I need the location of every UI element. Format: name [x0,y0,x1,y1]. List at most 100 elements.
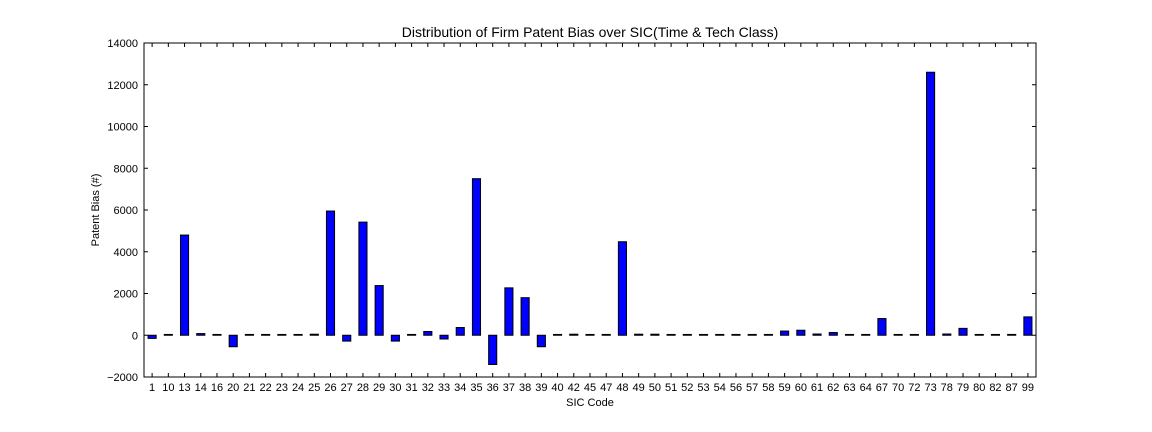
x-tick-label: 25 [308,382,320,394]
bar-sic-58 [764,334,772,335]
x-tick-label: 40 [551,382,563,394]
bar-sic-51 [667,334,675,335]
x-tick-label: 87 [1006,382,1018,394]
bar-sic-70 [894,334,902,335]
bar-sic-80 [975,334,983,335]
bar-sic-72 [910,334,918,335]
bar-sic-56 [732,334,740,335]
bar-sic-13 [180,235,188,335]
bar-sic-23 [278,334,286,335]
x-tick-label: 13 [178,382,190,394]
x-tick-label: 82 [989,382,1001,394]
bar-sic-57 [748,334,756,335]
bar-sic-42 [570,334,578,335]
bar-sic-62 [829,333,837,336]
x-tick-label: 21 [243,382,255,394]
bar-sic-31 [408,334,416,335]
bar-sic-54 [716,334,724,335]
x-tick-label: 28 [357,382,369,394]
x-tick-label: 33 [438,382,450,394]
bar-sic-49 [635,334,643,335]
bar-sic-33 [440,335,448,339]
y-tick-label: 6000 [114,205,138,217]
bar-sic-39 [537,335,545,346]
x-tick-label: 54 [714,382,726,394]
bar-sic-21 [245,334,253,335]
plot-frame [144,43,1036,377]
x-tick-label: 99 [1022,382,1034,394]
x-tick-label: 64 [860,382,872,394]
x-tick-label: 53 [697,382,709,394]
bar-sic-64 [862,334,870,335]
y-axis-label: Patent Bias (#) [90,174,102,247]
x-tick-label: 34 [454,382,466,394]
bar-sic-78 [943,334,951,335]
x-tick-label: 45 [584,382,596,394]
x-tick-label: 80 [973,382,985,394]
x-tick-label: 56 [730,382,742,394]
bar-sic-99 [1024,317,1032,335]
x-tick-label: 27 [341,382,353,394]
x-tick-label: 63 [843,382,855,394]
x-tick-label: 16 [211,382,223,394]
bar-sic-34 [456,328,464,336]
bar-sic-20 [229,335,237,346]
x-tick-label: 14 [195,382,207,394]
x-tick-label: 62 [827,382,839,394]
bar-sic-35 [472,179,480,336]
x-tick-label: 52 [681,382,693,394]
bar-sic-29 [375,286,383,336]
bar-sic-60 [797,330,805,335]
bar-sic-1 [148,335,156,338]
x-tick-label: 37 [503,382,515,394]
x-tick-label: 50 [649,382,661,394]
x-tick-label: 78 [941,382,953,394]
bar-sic-26 [326,211,334,335]
x-tick-label: 58 [762,382,774,394]
x-tick-label: 20 [227,382,239,394]
y-tick-label: 8000 [114,163,138,175]
bar-sic-28 [359,222,367,335]
x-tick-label: 61 [811,382,823,394]
y-tick-label: 14000 [107,38,138,50]
chart-title: Distribution of Firm Patent Bias over SI… [402,24,779,40]
bar-sic-82 [991,334,999,335]
bar-sic-61 [813,334,821,335]
x-tick-label: 39 [535,382,547,394]
bar-sic-16 [213,334,221,335]
x-tick-label: 30 [389,382,401,394]
y-tick-label: −2000 [107,372,138,384]
x-tick-label: 36 [487,382,499,394]
bar-sic-24 [294,334,302,335]
y-tick-label: 0 [132,330,138,342]
x-tick-label: 79 [957,382,969,394]
bar-sic-53 [699,334,707,335]
x-tick-label: 49 [633,382,645,394]
y-tick-label: 12000 [107,80,138,92]
y-tick-label: 2000 [114,289,138,301]
x-tick-label: 26 [324,382,336,394]
bar-sic-52 [683,334,691,335]
bar-sic-37 [505,288,513,335]
bar-sic-10 [164,334,172,335]
x-tick-label: 35 [470,382,482,394]
y-tick-label: 4000 [114,247,138,259]
x-tick-label: 29 [373,382,385,394]
bar-sic-40 [554,334,562,335]
bar-sic-32 [424,331,432,335]
bar-sic-27 [343,335,351,341]
bar-sic-73 [927,72,935,335]
x-tick-label: 72 [908,382,920,394]
x-tick-label: 22 [260,382,272,394]
x-tick-label: 59 [778,382,790,394]
x-tick-label: 73 [924,382,936,394]
x-tick-label: 23 [276,382,288,394]
bar-sic-25 [310,334,318,335]
x-tick-label: 42 [568,382,580,394]
x-tick-label: 24 [292,382,304,394]
bar-sic-59 [781,331,789,335]
x-tick-label: 32 [422,382,434,394]
x-tick-label: 31 [405,382,417,394]
